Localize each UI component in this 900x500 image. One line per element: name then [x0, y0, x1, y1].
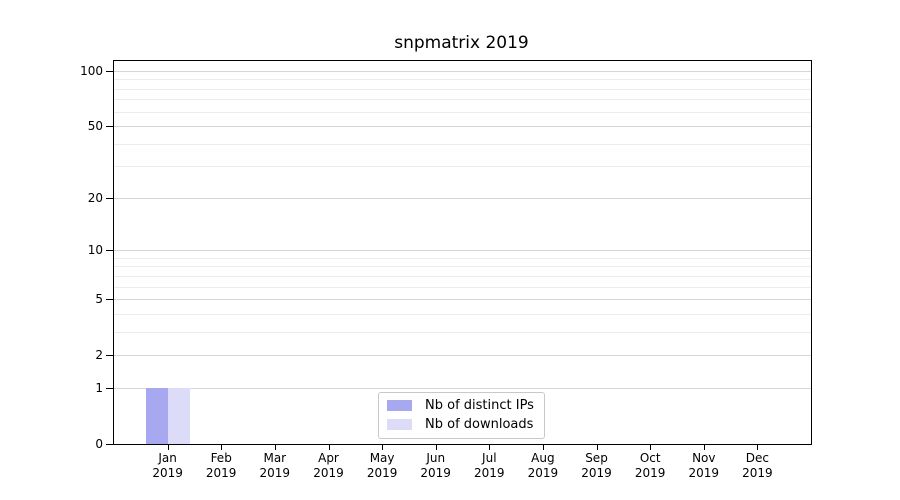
x-tick-label-aug: Aug 2019 [511, 451, 575, 481]
y-tick-1 [106, 387, 114, 389]
gridline-minor-3 [114, 331, 811, 333]
legend-swatch-distinct-ips [387, 400, 412, 411]
gridline-minor-30 [114, 166, 811, 168]
legend-row-distinct-ips: Nb of distinct IPs [387, 398, 534, 413]
y-tick-label-100: 100 [80, 63, 103, 78]
legend-swatch-downloads [387, 419, 412, 430]
x-tick-apr [328, 444, 330, 450]
y-tick-5 [106, 299, 114, 301]
x-tick-aug [542, 444, 544, 450]
x-label-month: Sep [585, 451, 608, 465]
x-label-month: Oct [639, 451, 661, 465]
x-label-year: 2019 [420, 466, 451, 480]
x-tick-label-nov: Nov 2019 [672, 451, 736, 481]
y-tick-50 [106, 126, 114, 127]
x-label-year: 2019 [581, 466, 612, 480]
y-tick-2 [106, 355, 114, 357]
legend-label-distinct-ips: Nb of distinct IPs [425, 398, 534, 413]
x-tick-jul [489, 444, 491, 450]
gridline-minor-6 [114, 286, 811, 288]
gridline-100 [114, 70, 811, 72]
x-label-year: 2019 [205, 466, 237, 480]
x-label-year: 2019 [688, 466, 720, 480]
x-label-month: Apr [318, 451, 339, 465]
x-tick-jun [435, 444, 437, 450]
x-tick-label-feb: Feb 2019 [189, 451, 253, 481]
x-tick-feb [221, 444, 223, 450]
x-tick-dec [757, 444, 759, 450]
x-tick-label-oct: Oct 2019 [618, 451, 682, 481]
gridline-minor-7 [114, 275, 811, 277]
x-tick-label-mar: Mar 2019 [243, 451, 307, 481]
legend-row-downloads: Nb of downloads [387, 417, 534, 432]
legend: Nb of distinct IPs Nb of downloads [378, 392, 545, 439]
y-tick-label-50: 50 [87, 119, 103, 133]
x-label-year: 2019 [634, 466, 666, 480]
x-label-month: Jun [426, 451, 446, 465]
x-label-month: Aug [531, 451, 555, 465]
x-tick-may [382, 444, 384, 450]
y-tick-10 [106, 250, 114, 252]
bar-jan-downloads [167, 387, 190, 444]
gridline-minor-4 [114, 313, 811, 315]
bar-jan-distinct-ips [145, 387, 168, 444]
gridline-5 [114, 299, 811, 301]
gridline-50 [114, 126, 811, 127]
x-tick-label-jun: Jun 2019 [404, 451, 468, 481]
x-tick-label-apr: Apr 2019 [297, 451, 361, 481]
y-tick-20 [106, 197, 114, 199]
x-tick-label-jul: Jul 2019 [457, 451, 521, 481]
gridline-10 [114, 250, 811, 252]
x-label-month: Jul [482, 451, 497, 465]
x-label-month: Jan [158, 451, 177, 465]
y-tick-label-5: 5 [95, 292, 103, 307]
gridline-minor-80 [114, 88, 811, 90]
gridline-minor-8 [114, 266, 811, 268]
x-label-month: Dec [745, 451, 769, 465]
x-tick-sep [596, 444, 598, 450]
x-label-month: Feb [210, 451, 232, 465]
gridline-2 [114, 355, 811, 357]
plot-area: 0 1 2 5 10 20 50 100 Jan 2019 Feb 2019 Mar 2019 Apr 201… [80, 60, 812, 480]
gridline-20 [114, 197, 811, 199]
x-tick-oct [650, 444, 652, 450]
gridline-minor-70 [114, 99, 811, 101]
x-label-month: Nov [692, 451, 716, 465]
x-label-year: 2019 [152, 466, 183, 480]
x-label-year: 2019 [742, 466, 773, 480]
gridline-1 [114, 387, 811, 389]
x-label-month: Mar [263, 451, 287, 465]
gridline-minor-60 [114, 111, 811, 113]
y-tick-label-20: 20 [87, 190, 103, 205]
x-tick-label-dec: Dec 2019 [725, 451, 789, 481]
y-tick-100 [106, 70, 114, 72]
x-tick-label-may: May 2019 [350, 451, 414, 481]
legend-label-downloads: Nb of downloads [425, 417, 534, 432]
y-tick-0 [106, 444, 114, 445]
y-tick-label-2: 2 [95, 348, 103, 363]
x-label-month: May [369, 451, 395, 465]
y-tick-label-1: 1 [95, 380, 103, 395]
x-label-year: 2019 [527, 466, 559, 480]
y-tick-label-0: 0 [95, 437, 103, 451]
x-tick-label-jan: Jan 2019 [136, 451, 200, 481]
gridline-minor-90 [114, 79, 811, 81]
x-tick-jan [167, 444, 169, 450]
x-label-year: 2019 [259, 466, 291, 480]
chart-title: snpmatrix 2019 [394, 33, 529, 53]
gridline-minor-9 [114, 257, 811, 259]
y-tick-label-10: 10 [87, 243, 103, 258]
x-label-year: 2019 [366, 466, 398, 480]
x-tick-label-sep: Sep 2019 [565, 451, 629, 481]
x-label-year: 2019 [474, 466, 505, 480]
x-tick-mar [274, 444, 276, 450]
gridline-minor-40 [114, 143, 811, 145]
x-label-year: 2019 [313, 466, 344, 480]
x-tick-nov [703, 444, 705, 450]
